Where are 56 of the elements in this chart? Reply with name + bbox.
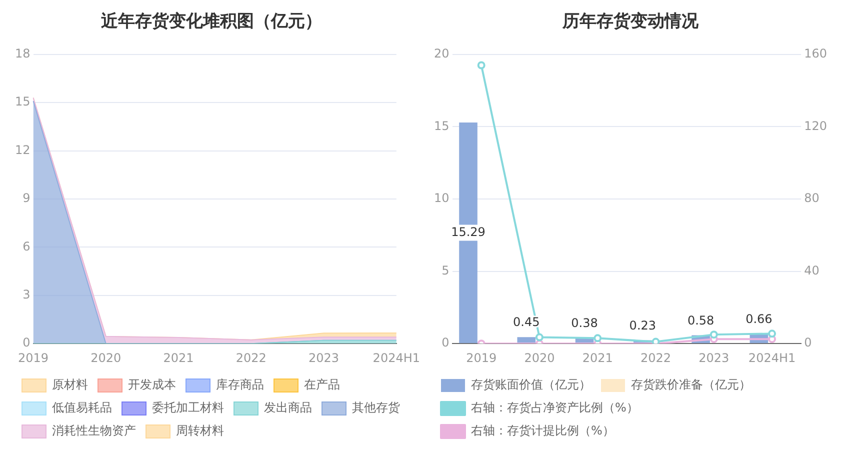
legend-label: 存货账面价值（亿元） — [471, 378, 591, 392]
x-tick-label: 2019 — [18, 350, 49, 365]
legend-label: 右轴：存货占净资产比例（%） — [471, 400, 638, 415]
chart-title: 历年存货变动情况 — [562, 12, 700, 32]
chart-title: 近年存货变化堆积图（亿元） — [100, 12, 322, 32]
legend-label: 原材料 — [52, 378, 88, 392]
legend-label: 低值易耗品 — [52, 400, 112, 415]
y-tick-label: 20 — [434, 46, 450, 61]
data-label: 0.58 — [687, 313, 714, 328]
legend-label: 在产品 — [304, 378, 340, 392]
y2-tick-label: 80 — [804, 191, 820, 206]
y-tick-label: 3 — [22, 288, 30, 302]
point — [594, 334, 602, 342]
legend-label: 发出商品 — [264, 400, 312, 415]
data-label: 0.38 — [571, 316, 598, 330]
y-tick-label: 15 — [434, 118, 450, 133]
y-tick-label: 15 — [14, 94, 30, 109]
x-tick-label: 2019 — [466, 350, 497, 365]
legend-label: 委托加工材料 — [152, 400, 224, 415]
y-tick-label: 12 — [14, 142, 30, 157]
y-tick-label: 18 — [14, 46, 30, 61]
y-tick-label: 9 — [22, 191, 30, 206]
data-label: 0.23 — [629, 318, 656, 332]
y-tick-label: 0 — [22, 336, 30, 350]
x-tick-label: 2024H1 — [372, 350, 420, 365]
point — [768, 330, 776, 338]
legend-label: 其他存货 — [352, 400, 400, 415]
point — [477, 61, 486, 70]
legend-label: 库存商品 — [216, 378, 264, 392]
x-tick-label: 2021 — [163, 350, 194, 365]
x-tick-label: 2024H1 — [748, 350, 796, 365]
y-tick-label: 5 — [442, 263, 450, 278]
x-tick-label: 2020 — [90, 350, 122, 365]
data-label: 15.29 — [451, 224, 486, 239]
legend-label: 存货跌价准备（亿元） — [631, 378, 751, 392]
y2-tick-label: 160 — [804, 46, 827, 61]
legend-label: 周转材料 — [176, 424, 224, 438]
y-tick-label: 0 — [442, 336, 450, 350]
x-tick-label: 2023 — [308, 350, 340, 365]
point — [710, 330, 718, 339]
y-tick-label: 6 — [22, 239, 30, 254]
y-tick-label: 10 — [434, 191, 450, 206]
y2-tick-label: 40 — [804, 263, 820, 278]
bar — [517, 337, 536, 344]
y2-tick-label: 0 — [804, 336, 812, 350]
legend-label: 右轴：存货计提比例（%） — [471, 424, 614, 438]
x-tick-label: 2022 — [640, 350, 672, 365]
point — [535, 333, 544, 342]
x-tick-label: 2021 — [582, 350, 613, 365]
x-tick-label: 2020 — [524, 350, 555, 365]
data-label: 0.66 — [746, 312, 772, 326]
legend-label: 开发成本 — [128, 378, 176, 392]
legend-label: 消耗性生物资产 — [52, 424, 136, 438]
x-tick-label: 2023 — [698, 350, 730, 365]
x-tick-label: 2022 — [236, 350, 266, 365]
y2-tick-label: 120 — [804, 118, 827, 133]
